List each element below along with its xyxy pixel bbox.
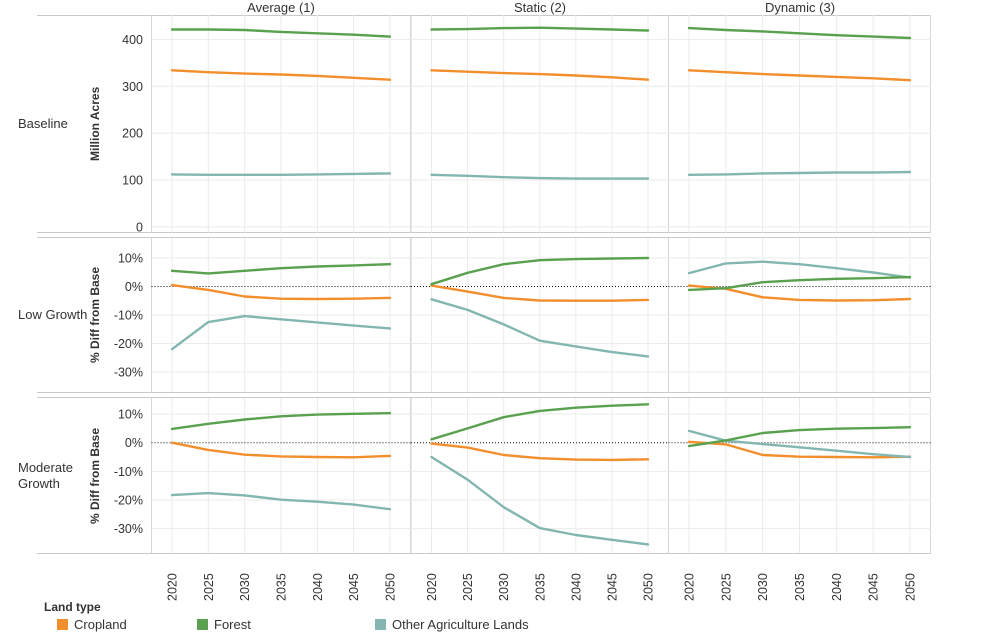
column-header-static: Static (2) [513, 0, 566, 15]
legend: Land type Cropland Forest Other Agricult… [0, 598, 990, 637]
x-tick-label: 2020 [425, 573, 439, 601]
y-tick-label: -10% [114, 465, 143, 479]
legend-item-cropland[interactable]: Cropland [57, 616, 127, 632]
y-tick-label: -20% [114, 337, 143, 351]
series-line-forest[interactable] [430, 256, 650, 286]
y-tick-label: 10% [118, 408, 143, 422]
series-line-cropland[interactable] [430, 69, 650, 81]
y-tick-label: -30% [114, 522, 143, 536]
column-header-dynamic: Dynamic (3) [764, 0, 836, 15]
legend-label-cropland: Cropland [74, 616, 127, 632]
legend-item-forest[interactable]: Forest [197, 616, 251, 632]
series-line-other-agriculture-lands[interactable] [687, 170, 912, 177]
x-tick-label: 2035 [793, 573, 807, 601]
legend-title: Land type [44, 600, 101, 614]
series-line-other-agriculture-lands[interactable] [170, 172, 392, 177]
x-tick-label: 2020 [166, 573, 180, 601]
x-tick-label: 2035 [275, 573, 289, 601]
series-line-forest[interactable] [170, 412, 392, 431]
series-line-other-agriculture-lands[interactable] [430, 298, 650, 358]
y-tick-label: -20% [114, 493, 143, 507]
y-tick-label: 200 [122, 127, 143, 141]
y-tick-label: -10% [114, 309, 143, 323]
y-tick-label: -30% [114, 366, 143, 380]
series-line-forest[interactable] [430, 403, 650, 441]
x-tick-label: 2050 [384, 573, 398, 601]
series-line-forest[interactable] [687, 26, 912, 40]
x-tick-label: 2030 [238, 573, 252, 601]
y-tick-label: 0 [136, 220, 143, 234]
x-tick-label: 2045 [347, 573, 361, 601]
series-line-cropland[interactable] [687, 69, 912, 82]
series-line-cropland[interactable] [687, 440, 912, 459]
x-tick-label: 2025 [202, 573, 216, 601]
series-line-cropland[interactable] [430, 442, 650, 462]
x-tick-label: 2040 [569, 573, 583, 601]
x-tick-label: 2020 [683, 573, 697, 601]
x-tick-label: 2025 [719, 573, 733, 601]
x-tick-label: 2050 [904, 573, 918, 601]
y-tick-label: 0% [125, 436, 143, 450]
series-line-cropland[interactable] [170, 69, 392, 81]
legend-label-forest: Forest [214, 616, 251, 632]
series-line-other-agriculture-lands[interactable] [430, 173, 650, 180]
x-tick-label: 2045 [605, 573, 619, 601]
x-tick-label: 2030 [497, 573, 511, 601]
y-tick-label: 0% [125, 280, 143, 294]
x-tick-label: 2040 [311, 573, 325, 601]
legend-label-other-agriculture-lands: Other Agriculture Lands [392, 616, 529, 632]
series-line-forest[interactable] [687, 426, 912, 448]
series-line-cropland[interactable] [170, 441, 392, 459]
cropland-swatch-icon [57, 618, 68, 630]
series-line-forest[interactable] [430, 26, 650, 32]
legend-item-other-agriculture-lands[interactable]: Other Agriculture Lands [375, 616, 529, 632]
x-tick-label: 2040 [830, 573, 844, 601]
y-tick-label: 10% [118, 251, 143, 265]
y-tick-label: 100 [122, 174, 143, 188]
series-line-other-agriculture-lands[interactable] [430, 455, 650, 546]
column-header-average: Average (1) [247, 0, 315, 15]
x-tick-label: 2025 [461, 573, 475, 601]
series-line-forest[interactable] [170, 263, 392, 275]
other-agriculture-lands-swatch-icon [375, 618, 386, 630]
y-tick-label: 300 [122, 80, 143, 94]
row-label-baseline: Baseline [18, 116, 68, 131]
forest-swatch-icon [197, 618, 208, 630]
x-tick-label: 2050 [642, 573, 656, 601]
series-line-forest[interactable] [687, 275, 912, 292]
series-line-other-agriculture-lands[interactable] [170, 491, 392, 511]
row-label-low-growth: Low Growth [18, 307, 88, 322]
x-tick-label: 2030 [756, 573, 770, 601]
series-line-forest[interactable] [170, 28, 392, 38]
series-line-cropland[interactable] [430, 284, 650, 302]
row-label-moderate-growth: Moderate Growth [18, 459, 73, 491]
series-line-other-agriculture-lands[interactable] [170, 314, 392, 351]
series-line-cropland[interactable] [170, 283, 392, 301]
x-tick-label: 2045 [867, 573, 881, 601]
x-tick-label: 2035 [533, 573, 547, 601]
y-tick-label: 400 [122, 33, 143, 47]
series-line-other-agriculture-lands[interactable] [687, 260, 912, 279]
